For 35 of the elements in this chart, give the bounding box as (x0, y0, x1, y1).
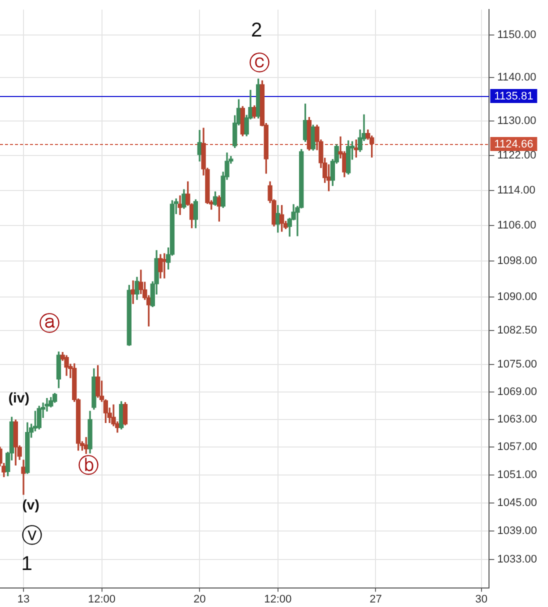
annotation: (v) (22, 496, 40, 512)
x-tick-label: 20 (193, 593, 206, 606)
y-tick-label: 1098.00 (497, 255, 538, 268)
y-tick-label: 1039.00 (497, 525, 538, 538)
x-tick-label: 27 (370, 593, 382, 606)
y-tick-label: 1057.00 (497, 441, 538, 454)
y-tick-label: 1106.00 (497, 220, 536, 232)
y-tick-label: 1140.00 (497, 72, 536, 84)
annotation: ⓐ (39, 312, 60, 336)
y-tick-label: 1075.00 (497, 358, 538, 371)
ref-line-label: 1135.81 (494, 90, 534, 103)
y-tick-label: 1130.00 (497, 114, 536, 127)
annotation: 1 (21, 552, 32, 575)
y-tick-label: 1090.00 (497, 290, 538, 303)
y-tick-label: 1033.00 (497, 553, 538, 566)
x-tick-label: 30 (475, 593, 488, 606)
annotation: ⓑ (78, 454, 100, 478)
annotation: ⓥ (21, 523, 42, 548)
y-tick-label: 1063.00 (497, 413, 538, 426)
candlestick (21, 460, 26, 495)
annotation: 2 (250, 20, 262, 42)
y-tick-label: 1082.50 (497, 324, 538, 337)
candlestick (178, 195, 182, 215)
y-tick-label: 1150.00 (497, 29, 536, 42)
y-tick-label: 1122.00 (497, 150, 536, 162)
y-tick-label: 1045.00 (497, 496, 538, 509)
y-tick-label: 1051.00 (497, 468, 538, 481)
x-tick-label: 12:00 (264, 593, 292, 606)
y-tick-label: 1114.00 (497, 184, 536, 196)
x-tick-label: 12:00 (88, 593, 116, 606)
ref-line-label: 1124.66 (494, 138, 534, 151)
y-tick-label: 1069.00 (497, 386, 538, 398)
annotation: (iv) (8, 390, 30, 406)
annotation: ⓒ (249, 50, 270, 75)
x-tick-label: 13 (17, 593, 30, 606)
